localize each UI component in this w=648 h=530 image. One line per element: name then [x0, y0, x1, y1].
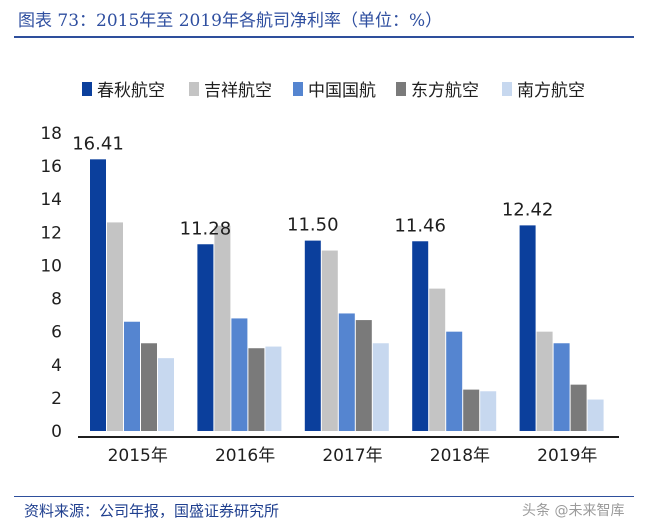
bar-5-3	[372, 343, 389, 431]
legend-swatch-4	[396, 82, 406, 96]
bar-4-1	[141, 343, 157, 431]
bar-3-1	[124, 321, 140, 431]
figure-title: 图表 73：2015年至 2019年各航司净利率（单位：%）	[18, 11, 443, 31]
bar-4-4	[463, 389, 480, 431]
bar-4-2	[248, 348, 265, 431]
bar-2-2	[214, 225, 231, 431]
legend-label-1: 春秋航空	[97, 81, 165, 101]
x-axis: 2015年 2016年 2017年 2018年 2019年	[78, 436, 619, 466]
legend-label-5: 南方航空	[517, 81, 585, 101]
bar-2-5	[536, 331, 553, 431]
x-tick-label: 2016年	[215, 446, 275, 466]
bar-5-1	[158, 358, 174, 431]
bar-5-5	[587, 399, 604, 431]
y-tick-label: 8	[51, 290, 62, 310]
x-tick-label: 2019年	[537, 446, 597, 466]
bar-1-3	[304, 240, 321, 431]
legend-label-4: 东方航空	[411, 81, 479, 101]
data-label: 11.28	[180, 218, 232, 239]
bar-1-5	[519, 225, 536, 431]
bar-chart: 春秋航空 吉祥航空 中国国航 东方航空 南方航空 0 2 4 6 8 10 12 14 16 18 16.…	[40, 81, 619, 466]
bar-2-3	[321, 250, 338, 431]
y-tick-label: 2	[51, 389, 62, 409]
bar-1-4	[412, 241, 429, 431]
data-label: 11.46	[394, 215, 446, 236]
bar-5-4	[480, 391, 497, 431]
y-tick-label: 16	[40, 157, 62, 177]
bar-2-4	[429, 288, 446, 431]
y-tick-label: 12	[40, 223, 62, 243]
source-rule	[14, 496, 634, 497]
data-label: 12.42	[502, 199, 554, 220]
bar-3-3	[338, 313, 355, 431]
bar-2-1	[107, 222, 123, 431]
legend-label-3: 中国国航	[308, 81, 376, 101]
bar-4-5	[570, 384, 587, 431]
title-rule	[14, 36, 634, 38]
y-axis: 0 2 4 6 8 10 12 14 16 18	[40, 124, 62, 442]
y-tick-label: 6	[51, 323, 62, 343]
bar-4-3	[355, 320, 372, 431]
legend-swatch-5	[502, 82, 512, 96]
y-tick-label: 14	[40, 190, 62, 210]
bar-3-5	[553, 343, 570, 431]
bars	[90, 159, 604, 431]
bar-1-2	[197, 244, 214, 431]
source-note: 资料来源：公司年报，国盛证券研究所	[24, 502, 280, 520]
data-labels: 16.41 11.28 11.50 11.46 12.42	[72, 133, 553, 239]
y-tick-label: 18	[40, 124, 62, 144]
x-tick-label: 2017年	[322, 446, 382, 466]
y-tick-label: 0	[51, 422, 62, 442]
watermark: 头条 @未来智库	[522, 503, 625, 519]
bar-1-1	[90, 159, 106, 431]
legend: 春秋航空 吉祥航空 中国国航 东方航空 南方航空	[82, 81, 585, 101]
legend-swatch-2	[189, 82, 199, 96]
bar-5-2	[265, 346, 282, 431]
y-tick-label: 10	[40, 256, 62, 276]
legend-label-2: 吉祥航空	[204, 81, 272, 101]
data-label: 11.50	[287, 215, 339, 236]
data-label: 16.41	[72, 133, 124, 154]
x-tick-label: 2018年	[430, 446, 490, 466]
legend-swatch-1	[82, 82, 92, 96]
bar-3-2	[231, 318, 248, 431]
bar-3-4	[446, 331, 463, 431]
x-tick-label: 2015年	[108, 446, 168, 466]
legend-swatch-3	[293, 82, 303, 96]
y-tick-label: 4	[51, 356, 62, 376]
